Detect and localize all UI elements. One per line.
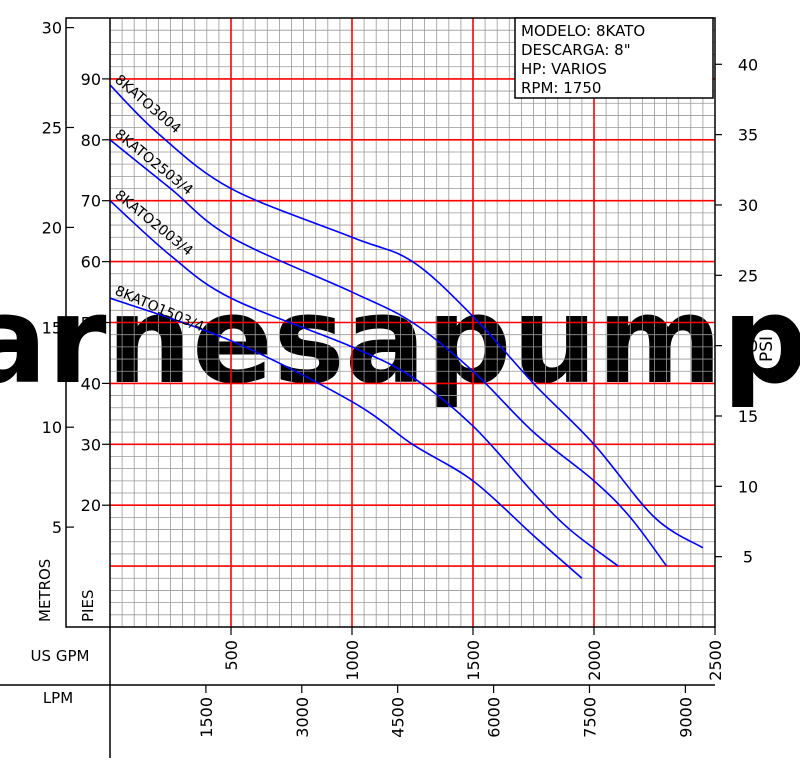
gpm-tick-label: 1500	[464, 640, 483, 681]
usgpm-label-line1: US GPM	[31, 647, 90, 665]
series-line-0	[109, 84, 704, 549]
psi-axis-label: PSI	[757, 336, 777, 362]
series-label-1: 8KATO2503/4	[111, 126, 195, 198]
feet-tick-label: 80	[81, 131, 101, 150]
frame-layer	[0, 17, 716, 758]
axis-layer: 20 30 40 50 60 70 80 90 5 10 15 20 25 30 5 10 15 20 25 30 35…	[42, 19, 759, 738]
series-line-3	[109, 297, 583, 579]
meters-tick-label: 30	[42, 19, 62, 38]
psi-tick-label: 20	[738, 337, 758, 356]
psi-tick-label: 5	[743, 548, 753, 567]
meters-tick-label: 20	[42, 218, 62, 237]
feet-tick-label: 50	[81, 314, 101, 333]
meters-tick-label: 10	[42, 418, 62, 437]
series-line-1	[109, 139, 668, 567]
info-box: MODELO: 8KATO DESCARGA: 8" HP: VARIOS RP…	[514, 17, 714, 99]
feet-tick-label: 20	[81, 496, 101, 515]
feet-tick-label: 90	[81, 70, 101, 89]
lpm-tick-label: 1500	[197, 697, 216, 738]
info-rpm: RPM: 1750	[521, 79, 601, 97]
psi-tick-label: 25	[738, 266, 758, 285]
feet-tick-label: 40	[81, 374, 101, 393]
gpm-tick-label: 1000	[343, 640, 362, 681]
psi-tick-label: 10	[738, 477, 758, 496]
info-box-border	[514, 17, 714, 99]
plot-frame	[65, 17, 716, 628]
gpm-tick-label: 2500	[706, 640, 725, 681]
meters-tick-label: 5	[52, 518, 62, 537]
lpm-tick-label: 7500	[580, 697, 599, 738]
gpm-tick-label: 500	[222, 640, 241, 671]
info-model: MODELO: 8KATO	[521, 22, 645, 40]
series-label-2: 8KATO2003/4	[111, 187, 195, 259]
info-hp: HP: VARIOS	[521, 60, 607, 78]
info-discharge: DESCARGA: 8"	[521, 41, 631, 59]
feet-tick-label: 60	[81, 253, 101, 272]
psi-tick-label: 15	[738, 407, 758, 426]
lpm-tick-label: 3000	[293, 697, 312, 738]
gpm-tick-label: 2000	[585, 640, 604, 681]
lpm-tick-label: 6000	[485, 697, 504, 738]
psi-tick-label: 30	[738, 196, 758, 215]
meters-tick-label: 25	[42, 118, 62, 137]
feet-tick-label: 30	[81, 435, 101, 454]
meters-axis-label: METROS	[36, 559, 54, 622]
psi-tick-label: 35	[738, 126, 758, 145]
lpm-tick-label: 4500	[389, 697, 408, 738]
series-line-2	[109, 200, 619, 567]
lpm-label: LPM	[43, 689, 73, 707]
lpm-tick-label: 9000	[676, 697, 695, 738]
meters-tick-label: 15	[42, 318, 62, 337]
psi-tick-label: 40	[738, 55, 758, 74]
feet-axis-label: PIES	[79, 590, 97, 622]
feet-tick-label: 70	[81, 192, 101, 211]
